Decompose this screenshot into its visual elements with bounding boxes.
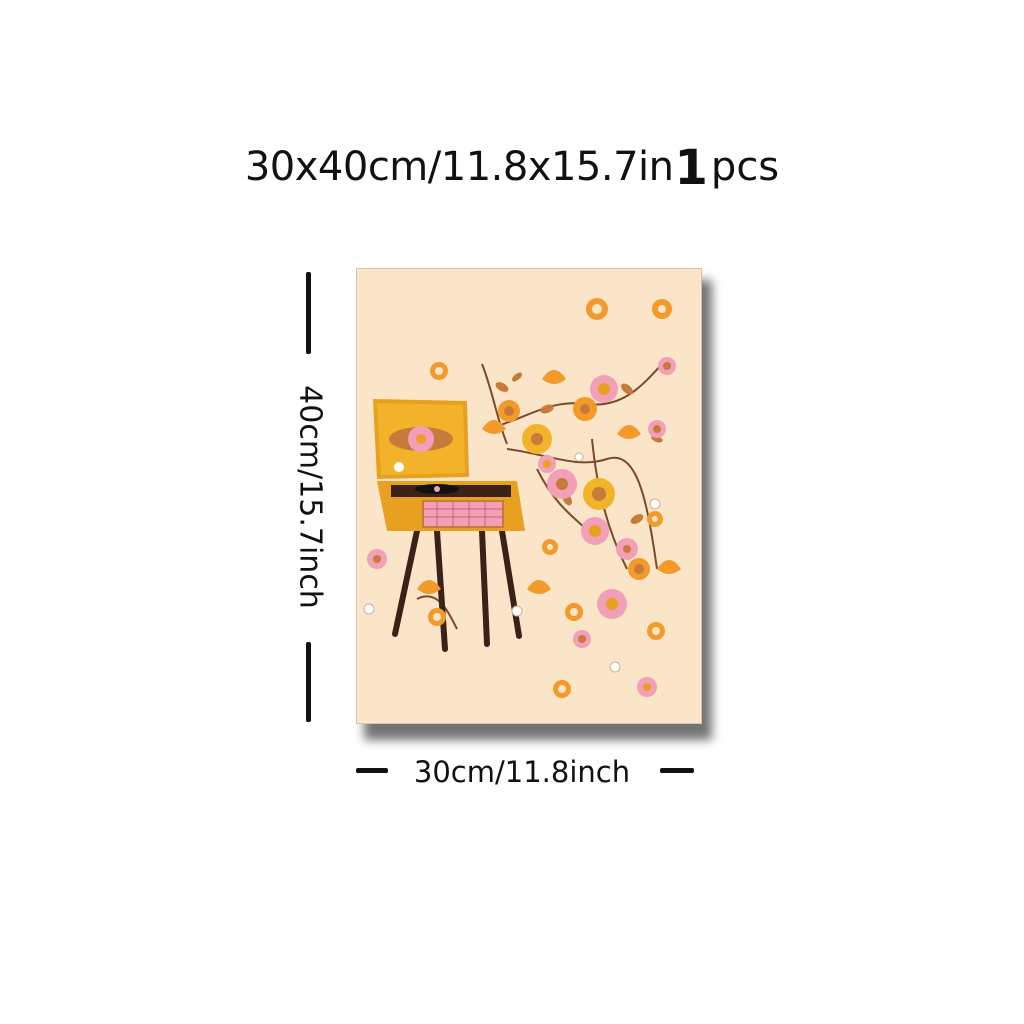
player-legs [392,528,522,652]
player-base [377,481,525,531]
size-title: 30x40cm/11.8x15.7in1pcs [0,136,1024,196]
size-text: 30x40cm/11.8x15.7in [244,144,674,190]
height-label-text: 40cm/15.7inch [292,385,328,609]
pink-flowers [367,357,676,697]
height-line-bottom [306,642,311,722]
width-line-right [660,768,694,773]
player-lid [373,399,469,479]
orange-flowers [428,298,672,698]
record-player-illustration [363,298,681,698]
unit-text: pcs [710,144,780,190]
height-line-top [306,272,311,354]
white-daisies [363,452,661,673]
width-line-left [356,768,388,773]
quantity-text: 1 [674,140,708,196]
poster-artwork [356,268,702,724]
tulip-buds [417,370,681,594]
leaves [495,372,663,524]
width-label-text: 30cm/11.8inch [413,755,631,789]
